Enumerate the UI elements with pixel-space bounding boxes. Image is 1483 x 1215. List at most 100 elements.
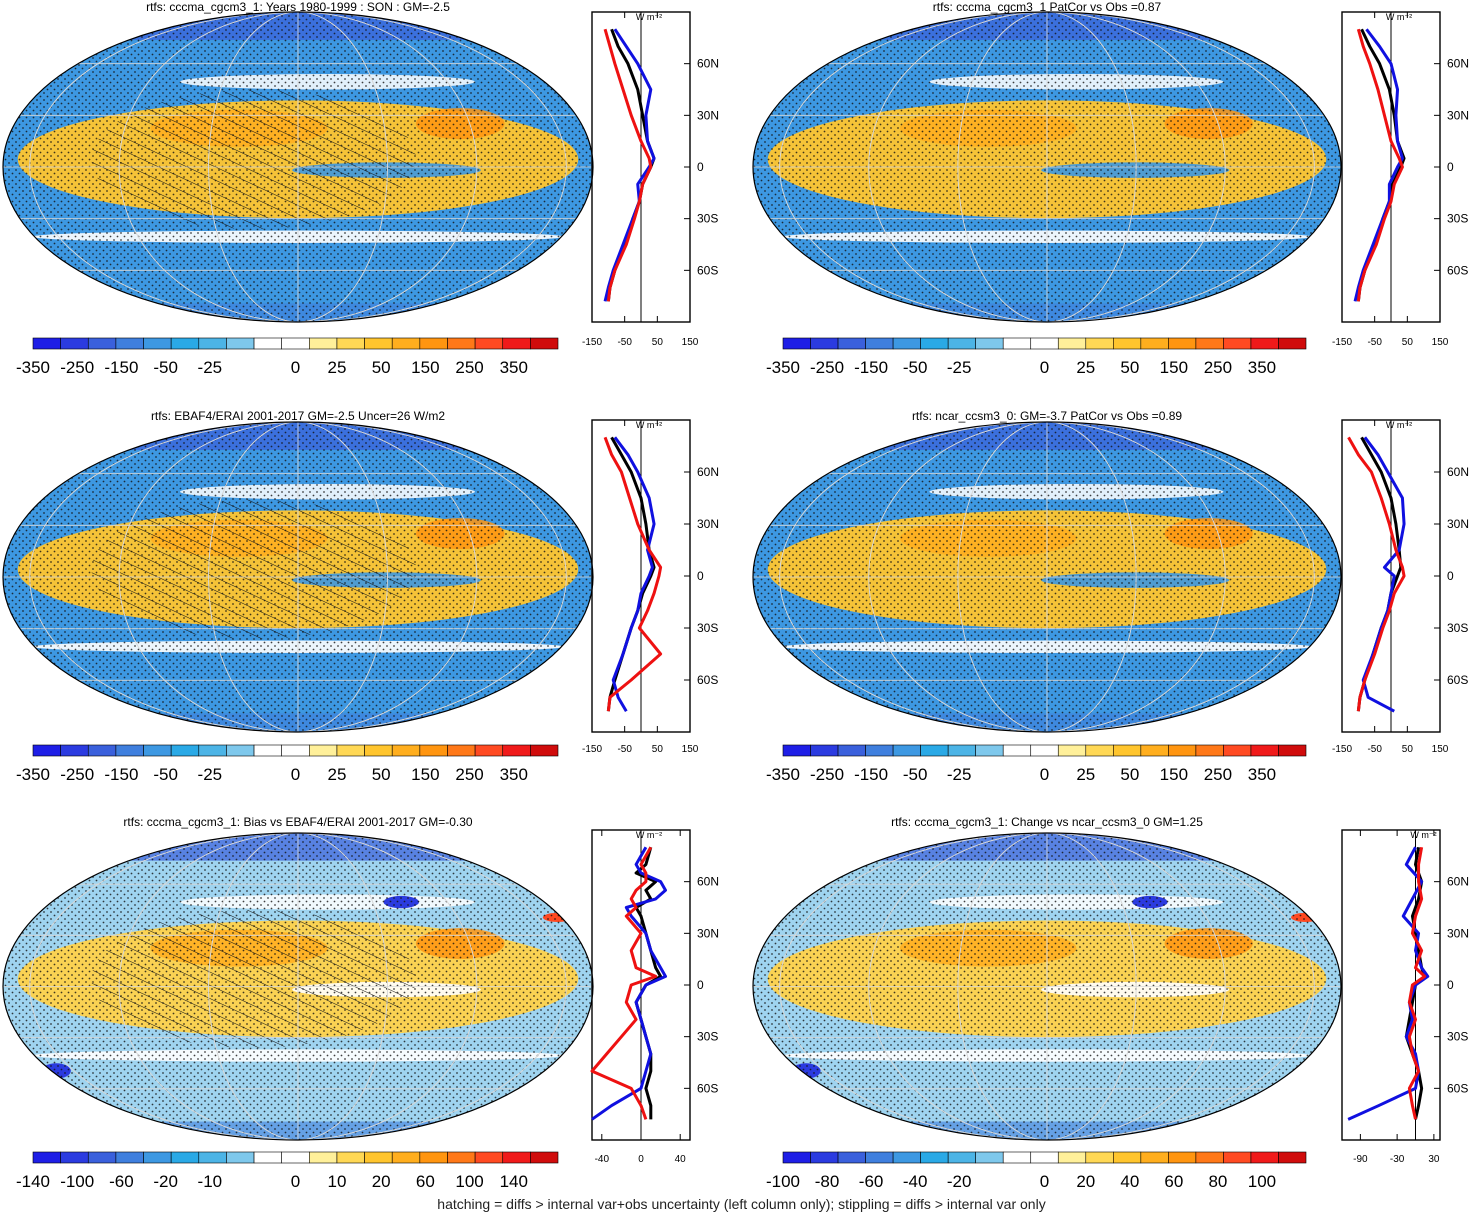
profile-y-tick: 60S	[697, 673, 718, 687]
colorbar-swatch	[1085, 1151, 1114, 1164]
profile-series-line	[603, 28, 653, 302]
colorbar-swatch	[32, 744, 61, 757]
profile-y-tick: 30S	[1447, 621, 1468, 635]
colorbar-label: 250	[455, 765, 483, 784]
colorbar-label: 0	[291, 1172, 300, 1191]
colorbar-swatch	[170, 744, 200, 757]
colorbar-swatch	[170, 337, 200, 350]
colorbar-label: -250	[810, 765, 844, 784]
colorbar-label: 100	[455, 1172, 483, 1191]
colorbar-swatch	[810, 337, 839, 350]
zonal-profile: -150 -50 50 150 60N 30N 0 30S 60S W m⁻²	[582, 419, 719, 755]
profile-x-tick: -50	[1367, 337, 1382, 348]
map-outline	[752, 421, 1342, 733]
colorbar-swatch	[1278, 337, 1307, 350]
colorbar-label: 350	[500, 765, 528, 784]
colorbar-swatch	[281, 744, 310, 757]
colorbar-swatch	[1168, 337, 1197, 350]
colorbar-label: 50	[1120, 358, 1139, 377]
map-outline	[752, 11, 1342, 323]
colorbar-swatch	[1168, 1151, 1197, 1164]
colorbar: -350 -250 -150 -50 -25 0 25 50 150 250 350	[16, 744, 559, 784]
panel-5: rtfs: cccma_cgcm3_1: Bias vs EBAF4/ERAI …	[2, 815, 719, 1191]
profile-unit: W m⁻²	[636, 830, 662, 840]
profile-y-tick: 30S	[697, 621, 718, 635]
colorbar-swatch	[782, 337, 811, 350]
profile-x-tick: 50	[652, 337, 664, 348]
colorbar-label: -25	[947, 358, 972, 377]
colorbar-label: -350	[16, 765, 50, 784]
colorbar-swatch	[1168, 744, 1197, 757]
colorbar-swatch	[1250, 1151, 1279, 1164]
profile-unit: W m⁻²	[636, 420, 662, 430]
colorbar-swatch	[391, 1151, 421, 1164]
colorbar-label: 25	[1076, 358, 1095, 377]
colorbar-swatch	[1030, 744, 1059, 757]
profile-y-tick: 30N	[697, 108, 719, 122]
colorbar-label: 20	[372, 1172, 391, 1191]
colorbar-label: 0	[1040, 765, 1049, 784]
colorbar-label: 350	[1248, 358, 1276, 377]
colorbar-label: 250	[1204, 765, 1232, 784]
profile-x-tick: -90	[1353, 1154, 1368, 1165]
colorbar-label: -25	[947, 765, 972, 784]
colorbar-swatch	[892, 1151, 921, 1164]
profile-y-tick: 60N	[1447, 465, 1469, 479]
profile-y-tick: 30S	[697, 212, 718, 226]
colorbar-label: 250	[1204, 358, 1232, 377]
zonal-profile: -150 -50 50 150 60N 30N 0 30S 60S W m⁻²	[582, 11, 719, 348]
colorbar-swatch	[782, 1151, 811, 1164]
colorbar-label: -20	[947, 1172, 972, 1191]
colorbar-label: -140	[16, 1172, 50, 1191]
colorbar-swatch	[975, 337, 1004, 350]
map-outline	[2, 11, 594, 323]
colorbar-label: 250	[455, 358, 483, 377]
colorbar-label: -25	[198, 358, 223, 377]
profile-x-tick: -40	[595, 1154, 610, 1165]
profile-x-tick: 150	[1432, 337, 1449, 348]
profile-series-line	[590, 846, 658, 1120]
profile-x-tick: 0	[638, 1154, 644, 1165]
colorbar-label: 150	[1160, 358, 1188, 377]
colorbar-label: -50	[903, 358, 928, 377]
colorbar-swatch	[309, 744, 338, 757]
profile-unit: W m⁻²	[1386, 12, 1412, 22]
colorbar-label: 0	[291, 358, 300, 377]
profile-unit: W m⁻²	[1410, 830, 1436, 840]
colorbar-label: -40	[903, 1172, 928, 1191]
map-outline	[2, 832, 594, 1141]
profile-y-tick: 30N	[697, 926, 719, 940]
colorbar-swatch	[920, 1151, 949, 1164]
colorbar-swatch	[143, 1151, 172, 1164]
profile-y-tick: 0	[1447, 160, 1454, 174]
colorbar-swatch	[1195, 1151, 1224, 1164]
colorbar-swatch	[1085, 337, 1114, 350]
profile-y-tick: 60S	[1447, 263, 1468, 277]
colorbar-label: -20	[153, 1172, 178, 1191]
panel-title: rtfs: cccma_cgcm3_1: Bias vs EBAF4/ERAI …	[123, 815, 472, 829]
colorbar-swatch	[391, 744, 421, 757]
map-field	[3, 422, 593, 732]
colorbar-label: 80	[1208, 1172, 1227, 1191]
colorbar-swatch	[1002, 744, 1032, 757]
profile-x-tick: 150	[682, 744, 699, 755]
colorbar-swatch	[281, 1151, 310, 1164]
colorbar-label: -80	[815, 1172, 840, 1191]
profile-y-tick: 30N	[1447, 108, 1469, 122]
colorbar-swatch	[837, 337, 866, 350]
colorbar-swatch	[1030, 337, 1059, 350]
colorbar-label: -50	[153, 765, 178, 784]
colorbar-swatch	[226, 744, 255, 757]
colorbar-label: -350	[16, 358, 50, 377]
colorbar-swatch	[1113, 1151, 1142, 1164]
colorbar-label: 350	[1248, 765, 1276, 784]
colorbar-swatch	[336, 1151, 365, 1164]
panel-title: rtfs: EBAF4/ERAI 2001-2017 GM=-2.5 Uncer…	[151, 409, 445, 423]
colorbar-label: 100	[1248, 1172, 1276, 1191]
colorbar-swatch	[975, 744, 1004, 757]
colorbar-swatch	[1250, 337, 1279, 350]
colorbar-swatch	[60, 337, 89, 350]
colorbar-label: -100	[60, 1172, 94, 1191]
colorbar: -140 -100 -60 -20 -10 0 10 20 60 100 140	[16, 1151, 559, 1191]
colorbar-label: -25	[198, 765, 223, 784]
